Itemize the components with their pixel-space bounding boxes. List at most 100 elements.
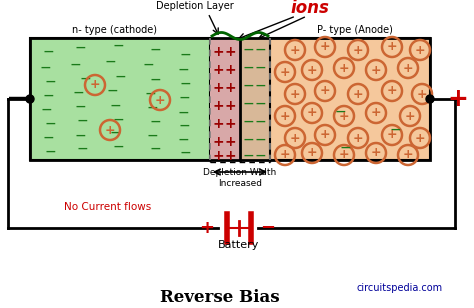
Text: —: — bbox=[43, 91, 53, 101]
Text: —: — bbox=[243, 135, 253, 145]
Text: —: — bbox=[179, 121, 189, 131]
Text: —: — bbox=[243, 63, 253, 73]
Text: —: — bbox=[178, 135, 188, 145]
Bar bbox=[30, 38, 430, 160]
Text: +: + bbox=[280, 66, 290, 79]
Text: —: — bbox=[390, 125, 400, 135]
Text: —: — bbox=[107, 86, 117, 96]
Text: +: + bbox=[224, 117, 236, 131]
Text: +: + bbox=[415, 43, 425, 56]
Text: +: + bbox=[417, 87, 428, 100]
Text: circuitspedia.com: circuitspedia.com bbox=[357, 283, 443, 293]
Text: +: + bbox=[212, 81, 224, 95]
Text: —: — bbox=[40, 63, 50, 73]
Text: —: — bbox=[243, 81, 253, 91]
Text: —: — bbox=[143, 60, 153, 70]
Text: +: + bbox=[212, 149, 224, 163]
Text: −: − bbox=[6, 85, 29, 113]
Text: +: + bbox=[415, 132, 425, 144]
Text: +: + bbox=[290, 43, 301, 56]
Text: +: + bbox=[319, 40, 330, 54]
Text: +: + bbox=[387, 84, 397, 98]
Text: +: + bbox=[224, 99, 236, 113]
Text: +: + bbox=[353, 132, 363, 144]
Text: —: — bbox=[43, 133, 53, 143]
Circle shape bbox=[426, 95, 434, 103]
Text: +: + bbox=[371, 107, 381, 120]
Text: +: + bbox=[353, 87, 363, 100]
Text: +: + bbox=[319, 128, 330, 141]
Bar bbox=[210, 38, 240, 160]
Text: +: + bbox=[447, 87, 468, 111]
Text: —: — bbox=[179, 93, 189, 103]
Text: —: — bbox=[180, 50, 190, 60]
Text: —: — bbox=[77, 144, 87, 154]
Text: —: — bbox=[147, 103, 157, 113]
Text: —: — bbox=[243, 45, 253, 55]
Text: —: — bbox=[45, 147, 55, 157]
Text: +: + bbox=[371, 63, 381, 76]
Text: —: — bbox=[147, 131, 157, 141]
Text: +: + bbox=[224, 45, 236, 59]
Text: n- type (cathode): n- type (cathode) bbox=[73, 25, 157, 35]
Text: —: — bbox=[150, 117, 160, 127]
Text: +: + bbox=[224, 81, 236, 95]
Text: —: — bbox=[150, 75, 160, 85]
Text: —: — bbox=[45, 119, 55, 129]
Text: —: — bbox=[70, 60, 80, 70]
Text: +: + bbox=[224, 63, 236, 77]
Text: —: — bbox=[73, 88, 83, 98]
Text: +: + bbox=[307, 147, 317, 160]
Text: +: + bbox=[280, 148, 290, 161]
Text: +: + bbox=[307, 63, 317, 76]
Text: —: — bbox=[75, 102, 85, 112]
Text: —: — bbox=[110, 101, 120, 111]
Text: —: — bbox=[255, 99, 265, 109]
Text: —: — bbox=[41, 105, 51, 115]
Circle shape bbox=[26, 95, 34, 103]
Text: +: + bbox=[405, 110, 415, 123]
Bar bbox=[270, 38, 430, 160]
Bar bbox=[240, 38, 270, 160]
Text: —: — bbox=[145, 89, 155, 99]
Text: Battery: Battery bbox=[219, 240, 260, 250]
Text: +: + bbox=[280, 110, 290, 123]
Text: +: + bbox=[212, 45, 224, 59]
Text: +: + bbox=[339, 110, 349, 123]
Text: +: + bbox=[224, 149, 236, 163]
Text: —: — bbox=[180, 148, 190, 158]
Text: —: — bbox=[243, 151, 253, 161]
Text: +: + bbox=[200, 219, 215, 237]
Text: +: + bbox=[105, 124, 115, 136]
Text: +: + bbox=[339, 148, 349, 161]
Text: ions: ions bbox=[291, 0, 329, 17]
Text: —: — bbox=[150, 144, 160, 154]
Text: —: — bbox=[75, 131, 85, 141]
Text: Depletion Width
Increased: Depletion Width Increased bbox=[203, 168, 277, 188]
Text: —: — bbox=[255, 63, 265, 73]
Text: —: — bbox=[178, 108, 188, 118]
Text: —: — bbox=[113, 41, 123, 51]
Text: +: + bbox=[387, 40, 397, 54]
Text: +: + bbox=[387, 128, 397, 141]
Text: —: — bbox=[255, 135, 265, 145]
Text: —: — bbox=[113, 142, 123, 152]
Text: —: — bbox=[335, 107, 345, 117]
Text: —: — bbox=[243, 117, 253, 127]
Text: +: + bbox=[403, 62, 413, 75]
Text: +: + bbox=[403, 148, 413, 161]
Text: +: + bbox=[212, 135, 224, 149]
Text: +: + bbox=[290, 132, 301, 144]
Text: —: — bbox=[45, 77, 55, 87]
Text: —: — bbox=[75, 43, 85, 53]
Text: —: — bbox=[340, 143, 350, 153]
Text: +: + bbox=[339, 62, 349, 75]
Text: —: — bbox=[150, 45, 160, 55]
Text: +: + bbox=[224, 135, 236, 149]
Text: —: — bbox=[255, 45, 265, 55]
Text: —: — bbox=[113, 115, 123, 125]
Text: —: — bbox=[255, 117, 265, 127]
Text: —: — bbox=[80, 74, 90, 84]
Text: P- type (Anode): P- type (Anode) bbox=[317, 25, 393, 35]
Text: +: + bbox=[212, 117, 224, 131]
